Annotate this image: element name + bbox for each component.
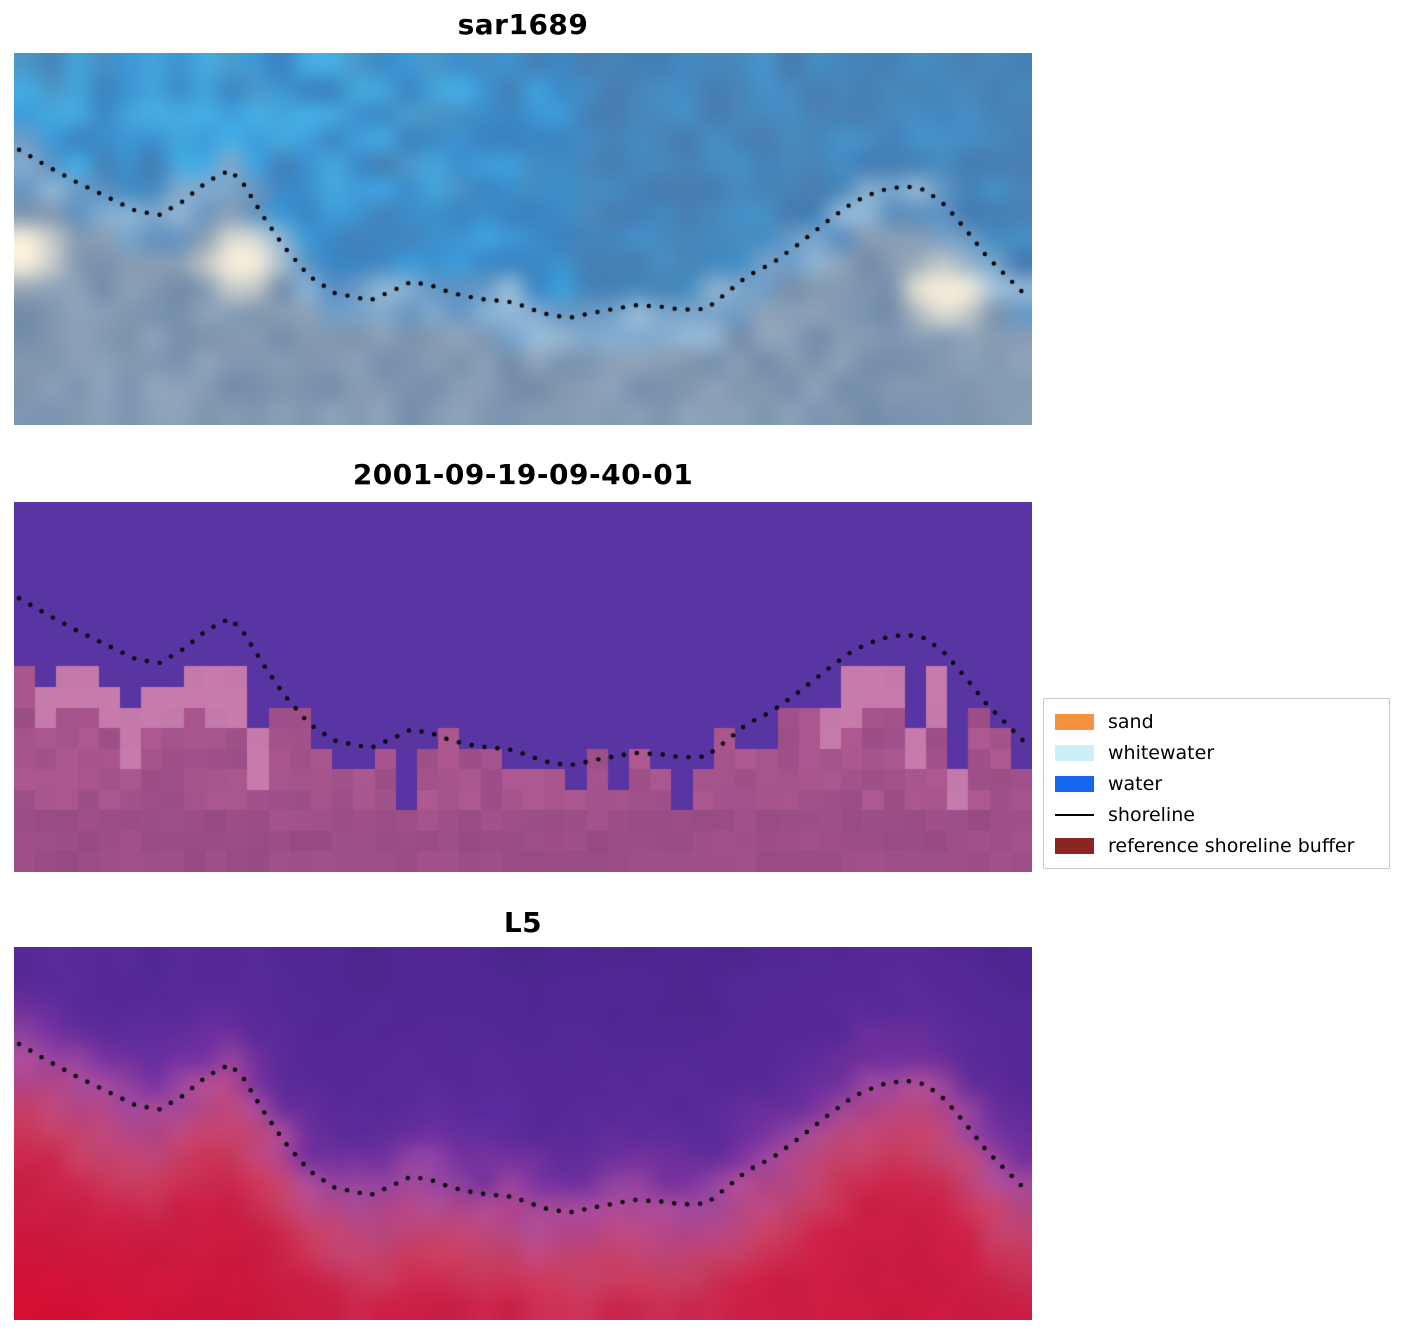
legend-label-reference-shoreline-buffer: reference shoreline buffer [1108,834,1355,857]
legend: sand whitewater water shoreline referenc… [1043,698,1390,869]
legend-item-shoreline: shoreline [1055,802,1378,827]
water-swatch-icon [1055,775,1094,792]
classified-image-panel [14,502,1032,872]
legend-label-whitewater: whitewater [1108,741,1215,764]
legend-item-water: water [1055,771,1378,796]
panel-title-l5: L5 [503,906,543,939]
sar-image-panel [14,53,1032,425]
legend-label-water: water [1108,772,1163,795]
sand-swatch-icon [1055,713,1094,730]
panel-title-classified: 2001-09-19-09-40-01 [352,458,694,491]
legend-item-sand: sand [1055,709,1378,734]
whitewater-swatch-icon [1055,744,1094,761]
legend-label-sand: sand [1108,710,1154,733]
reference-shoreline-buffer-swatch-icon [1055,837,1094,854]
panel-title-sar1689: sar1689 [457,8,589,41]
legend-item-reference-shoreline-buffer: reference shoreline buffer [1055,833,1378,858]
l5-image-panel [14,947,1032,1320]
shoreline-line-icon [1055,813,1094,816]
legend-label-shoreline: shoreline [1108,803,1195,826]
legend-item-whitewater: whitewater [1055,740,1378,765]
